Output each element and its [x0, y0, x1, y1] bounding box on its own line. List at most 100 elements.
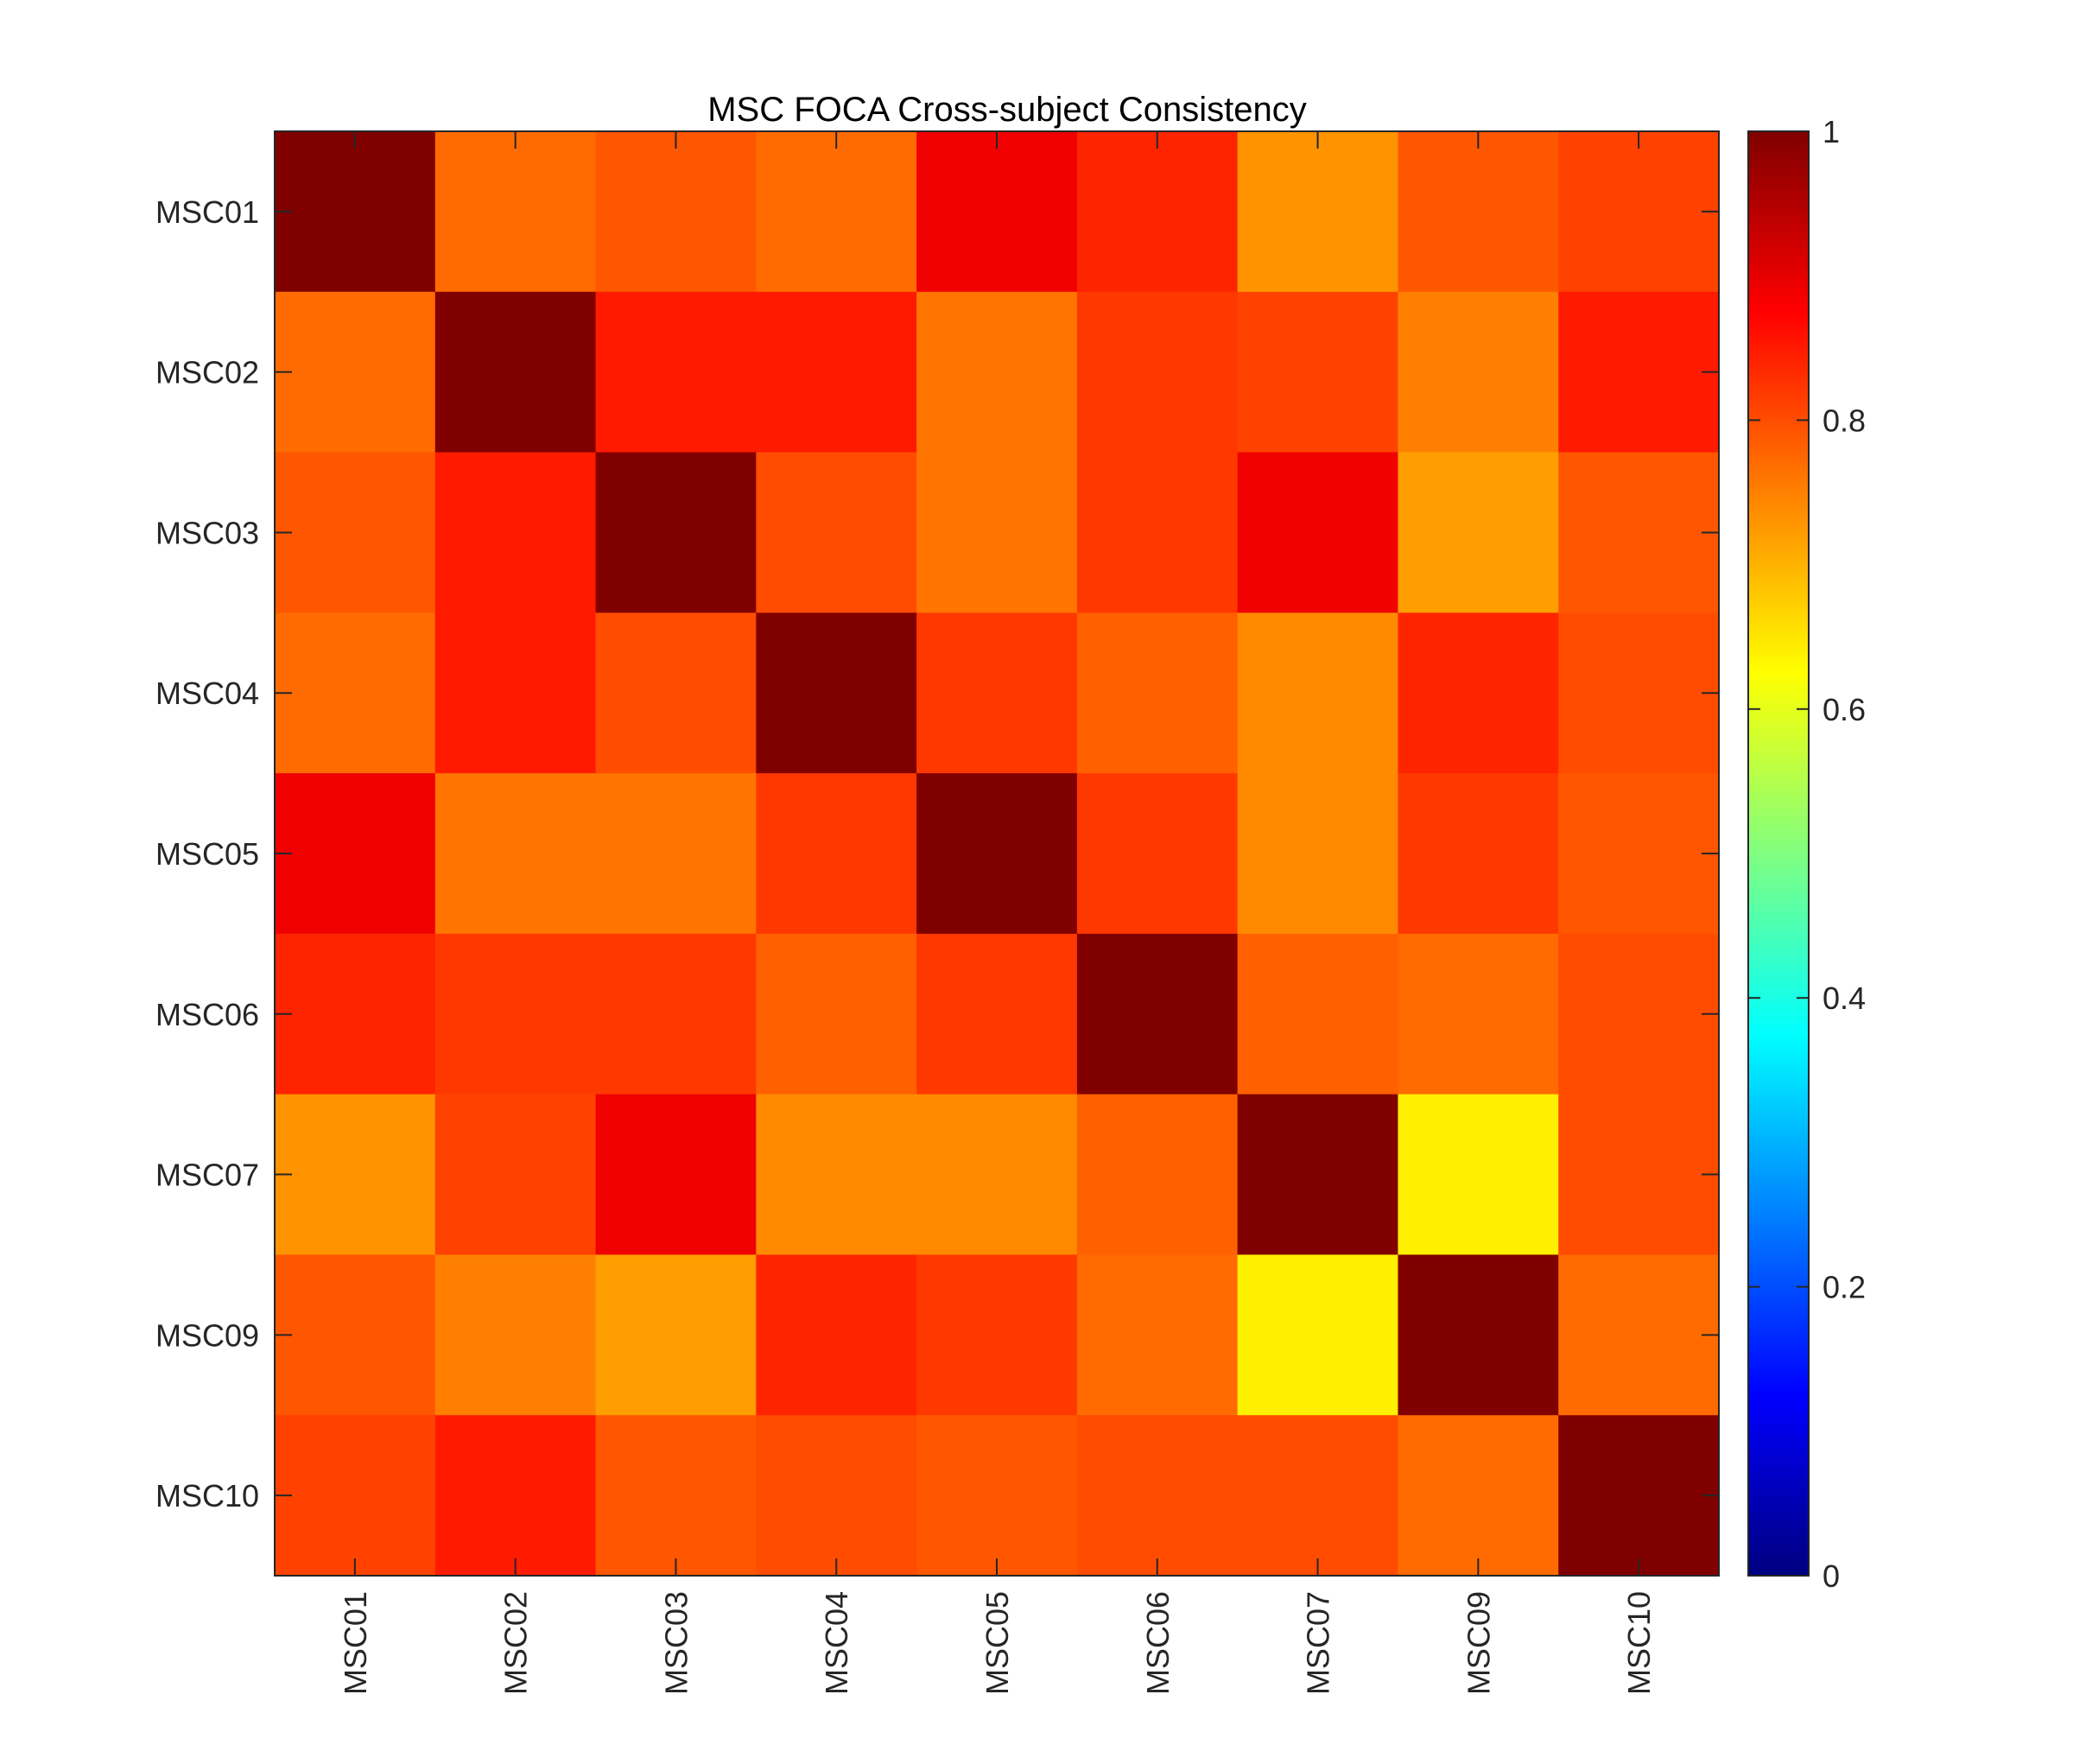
heatmap-cell-MSC05-MSC02 [434, 773, 597, 935]
heatmap-cell-MSC09-MSC03 [595, 1254, 757, 1416]
heatmap-cell-MSC06-MSC05 [916, 933, 1078, 1095]
heatmap-cell-MSC07-MSC07 [1237, 1094, 1398, 1255]
heatmap-cell-MSC09-MSC02 [434, 1254, 597, 1416]
heatmap-cell-MSC02-MSC09 [1398, 291, 1559, 454]
heatmap-cell-MSC10-MSC06 [1076, 1415, 1239, 1577]
heatmap-cell-MSC02-MSC05 [916, 291, 1078, 454]
x-tick-label: MSC06 [1140, 1591, 1176, 1695]
y-tick-label: MSC03 [155, 515, 259, 550]
heatmap-cell-MSC03-MSC01 [275, 452, 436, 613]
heatmap-cell-MSC06-MSC10 [1558, 933, 1720, 1095]
heatmap-cell-MSC05-MSC05 [916, 773, 1078, 935]
x-tick-label: MSC03 [658, 1591, 694, 1695]
heatmap-cell-MSC01-MSC05 [916, 131, 1078, 293]
heatmap-cell-MSC05-MSC01 [275, 773, 436, 935]
heatmap-cell-MSC02-MSC10 [1558, 291, 1720, 454]
heatmap-cell-MSC07-MSC04 [756, 1094, 917, 1255]
heatmap-cell-MSC10-MSC04 [756, 1415, 917, 1577]
heatmap-cell-MSC06-MSC06 [1076, 933, 1239, 1095]
y-tick-label: MSC10 [155, 1478, 259, 1513]
heatmap-cell-MSC04-MSC03 [595, 612, 757, 774]
heatmap-cell-MSC06-MSC04 [756, 933, 917, 1095]
heatmap-cell-MSC09-MSC09 [1398, 1254, 1559, 1416]
heatmap-cell-MSC05-MSC03 [595, 773, 757, 935]
y-tick-label: MSC07 [155, 1158, 259, 1193]
heatmap-cell-MSC04-MSC06 [1076, 612, 1239, 774]
colorbar-frame [1747, 130, 1810, 1577]
heatmap-cell-MSC07-MSC06 [1076, 1094, 1239, 1255]
colorbar-tick-label: 0 [1823, 1558, 1840, 1594]
x-tick-label: MSC10 [1621, 1591, 1657, 1695]
heatmap-cell-MSC03-MSC04 [756, 452, 917, 613]
heatmap-cell-MSC09-MSC07 [1237, 1254, 1398, 1416]
heatmap-cell-MSC10-MSC02 [434, 1415, 597, 1577]
heatmap-cell-MSC05-MSC06 [1076, 773, 1239, 935]
heatmap-cell-MSC04-MSC09 [1398, 612, 1559, 774]
colorbar-gradient [1748, 131, 1809, 1576]
heatmap-cell-MSC10-MSC05 [916, 1415, 1078, 1577]
heatmap-cell-MSC10-MSC09 [1398, 1415, 1559, 1577]
heatmap-cell-MSC01-MSC07 [1237, 131, 1398, 293]
heatmap-cell-MSC05-MSC04 [756, 773, 917, 935]
heatmap-cell-MSC01-MSC09 [1398, 131, 1559, 293]
y-tick-label: MSC06 [155, 997, 259, 1032]
heatmap-cell-MSC01-MSC03 [595, 131, 757, 293]
heatmap-cell-MSC04-MSC05 [916, 612, 1078, 774]
heatmap-cell-MSC10-MSC10 [1558, 1415, 1720, 1577]
heatmap-cell-MSC09-MSC06 [1076, 1254, 1239, 1416]
heatmap-cell-MSC10-MSC07 [1237, 1415, 1398, 1577]
colorbar: 0 0.2 0.4 0.6 0.8 1 [1747, 114, 1866, 1594]
heatmap-cell-MSC02-MSC02 [434, 291, 597, 454]
heatmap-cell-MSC03-MSC02 [434, 452, 597, 613]
heatmap-axes: MSC01 MSC02 MSC03 MSC04 MSC05 MSC06 MSC07 MSC09… [155, 130, 1720, 1695]
heatmap-cell-MSC09-MSC01 [275, 1254, 436, 1416]
heatmap-cell-MSC03-MSC05 [916, 452, 1078, 613]
colorbar-tick-label: 0.6 [1823, 692, 1866, 727]
heatmap-cell-MSC04-MSC04 [756, 612, 917, 774]
y-tick-label: MSC04 [155, 676, 259, 711]
heatmap-cell-MSC01-MSC04 [756, 131, 917, 293]
heatmap-cell-MSC01-MSC01 [275, 131, 436, 293]
y-tick-label: MSC05 [155, 836, 259, 872]
y-tick-label: MSC01 [155, 194, 259, 230]
heatmap-cell-MSC03-MSC03 [595, 452, 757, 613]
heatmap-cell-MSC02-MSC03 [595, 291, 757, 454]
heatmap-cell-MSC07-MSC09 [1398, 1094, 1559, 1255]
heatmap-cell-MSC10-MSC03 [595, 1415, 757, 1577]
heatmap-cell-MSC05-MSC09 [1398, 773, 1559, 935]
y-tick-label: MSC02 [155, 355, 259, 390]
colorbar-tick-label: 0.4 [1823, 980, 1866, 1016]
colorbar-tick-label: 0.2 [1823, 1270, 1866, 1305]
y-tick-label: MSC09 [155, 1317, 259, 1353]
colorbar-tick-label: 1 [1823, 114, 1840, 149]
chart-title: MSC FOCA Cross-subject Consistency [707, 91, 1307, 129]
x-tick-label: MSC04 [819, 1591, 854, 1695]
colorbar-tick-label: 0.8 [1823, 403, 1866, 438]
heatmap-cell-MSC01-MSC06 [1076, 131, 1239, 293]
heatmap-cell-MSC04-MSC02 [434, 612, 597, 774]
x-tick-label: MSC01 [338, 1591, 373, 1695]
heatmap-cell-MSC06-MSC02 [434, 933, 597, 1095]
heatmap-cell-MSC01-MSC10 [1558, 131, 1720, 293]
heatmap-cell-MSC03-MSC09 [1398, 452, 1559, 613]
heatmap-cell-MSC02-MSC01 [275, 291, 436, 454]
heatmap-cell-MSC07-MSC01 [275, 1094, 436, 1255]
heatmap-cell-MSC07-MSC10 [1558, 1094, 1720, 1255]
heatmap-cell-MSC04-MSC01 [275, 612, 436, 774]
heatmap-cell-MSC05-MSC10 [1558, 773, 1720, 935]
heatmap-cell-MSC05-MSC07 [1237, 773, 1398, 935]
heatmap-cell-MSC04-MSC10 [1558, 612, 1720, 774]
heatmap-cell-MSC03-MSC07 [1237, 452, 1398, 613]
x-tick-label: MSC05 [979, 1591, 1015, 1695]
heatmap-cell-MSC09-MSC10 [1558, 1254, 1720, 1416]
heatmap-cell-MSC03-MSC10 [1558, 452, 1720, 613]
heatmap-cell-MSC06-MSC01 [275, 933, 436, 1095]
x-tick-label: MSC09 [1461, 1591, 1496, 1695]
x-tick-label: MSC02 [498, 1591, 534, 1695]
heatmap-cell-MSC02-MSC04 [756, 291, 917, 454]
heatmap-cell-MSC09-MSC04 [756, 1254, 917, 1416]
heatmap-cell-MSC02-MSC06 [1076, 291, 1239, 454]
heatmap-cell-MSC06-MSC03 [595, 933, 757, 1095]
heatmap-cell-MSC07-MSC05 [916, 1094, 1078, 1255]
